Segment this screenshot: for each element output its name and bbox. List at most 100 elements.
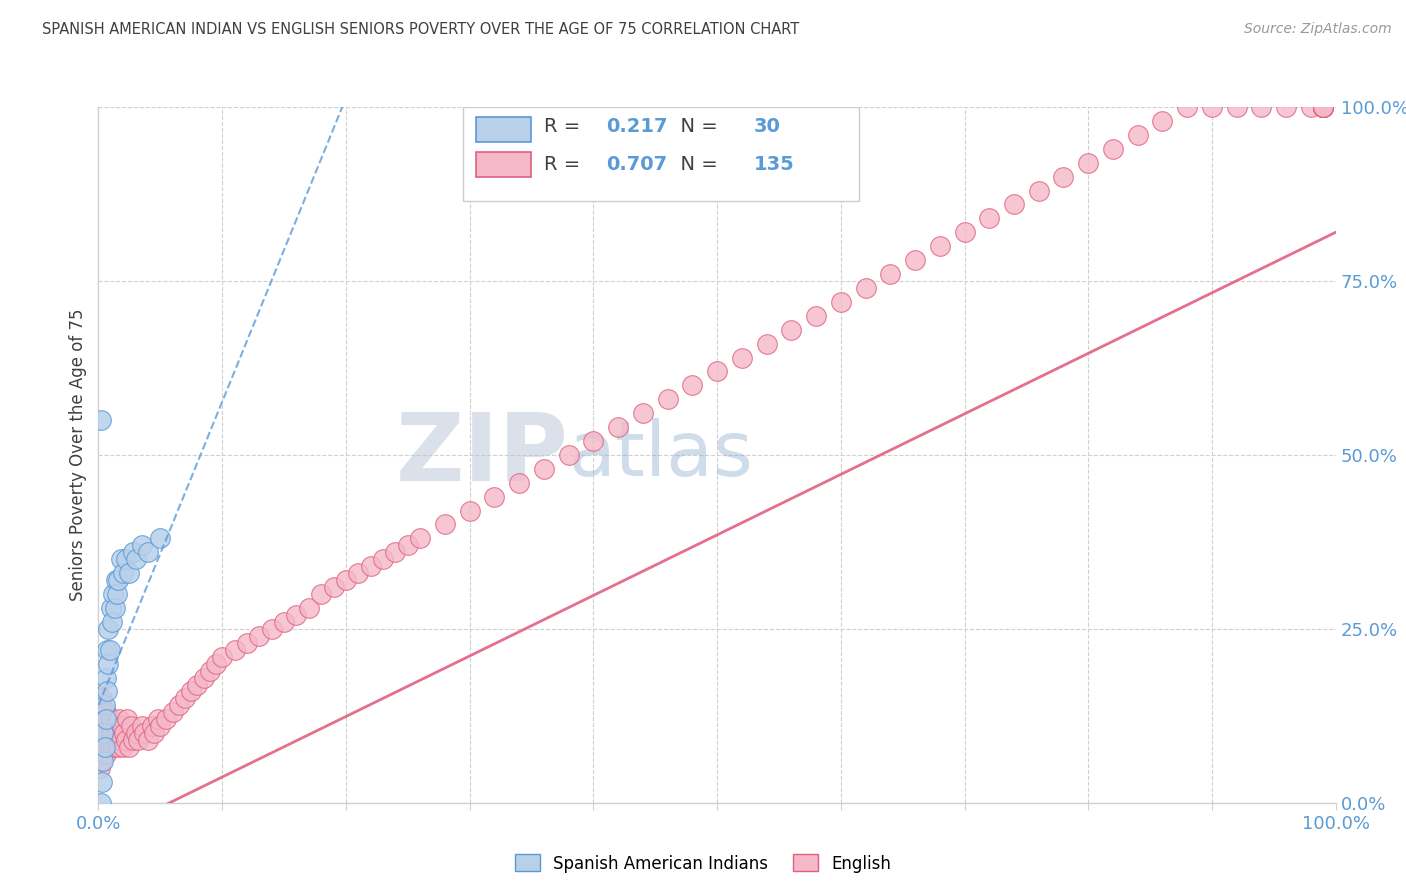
FancyBboxPatch shape xyxy=(475,153,531,177)
Point xyxy=(143,726,166,740)
Point xyxy=(94,733,117,747)
Point xyxy=(167,698,190,713)
Text: N =: N = xyxy=(668,117,724,136)
Point xyxy=(855,281,877,295)
Point xyxy=(1312,100,1334,114)
Point xyxy=(1312,100,1334,114)
Point xyxy=(94,712,117,726)
Point xyxy=(1201,100,1223,114)
Point xyxy=(107,573,129,587)
Point xyxy=(91,691,114,706)
Point xyxy=(96,733,118,747)
Point xyxy=(112,566,135,581)
Point xyxy=(830,294,852,309)
Point xyxy=(953,225,976,239)
Point xyxy=(124,726,146,740)
Point xyxy=(681,378,703,392)
Point xyxy=(211,649,233,664)
Point xyxy=(89,691,111,706)
Point xyxy=(1312,100,1334,114)
Point xyxy=(149,719,172,733)
Point xyxy=(120,719,142,733)
Point xyxy=(112,740,135,755)
Point xyxy=(1312,100,1334,114)
Point xyxy=(103,601,125,615)
Point xyxy=(657,392,679,407)
Point xyxy=(90,754,112,768)
Point xyxy=(1312,100,1334,114)
Point xyxy=(484,490,506,504)
Point xyxy=(371,552,394,566)
Point xyxy=(928,239,950,253)
Point xyxy=(804,309,827,323)
Point xyxy=(93,726,115,740)
Point xyxy=(557,448,579,462)
Point xyxy=(91,726,114,740)
Point xyxy=(98,740,121,755)
Point xyxy=(1299,100,1322,114)
Point xyxy=(1102,142,1125,156)
Point xyxy=(89,747,111,761)
Point xyxy=(193,671,215,685)
Point xyxy=(1028,184,1050,198)
Text: SPANISH AMERICAN INDIAN VS ENGLISH SENIORS POVERTY OVER THE AGE OF 75 CORRELATIO: SPANISH AMERICAN INDIAN VS ENGLISH SENIO… xyxy=(42,22,800,37)
Point xyxy=(111,719,134,733)
Point xyxy=(103,719,125,733)
Point xyxy=(706,364,728,378)
Point xyxy=(93,754,115,768)
Point xyxy=(90,698,112,713)
Text: Source: ZipAtlas.com: Source: ZipAtlas.com xyxy=(1244,22,1392,37)
Point xyxy=(1312,100,1334,114)
Point xyxy=(122,545,145,559)
Point xyxy=(114,733,136,747)
Point xyxy=(101,726,124,740)
Point xyxy=(347,566,370,581)
Point xyxy=(96,719,118,733)
Point xyxy=(247,629,270,643)
FancyBboxPatch shape xyxy=(475,118,531,142)
Point xyxy=(433,517,456,532)
Point xyxy=(93,733,115,747)
Point xyxy=(1312,100,1334,114)
Point xyxy=(1312,100,1334,114)
Point xyxy=(1126,128,1149,142)
Point xyxy=(89,712,111,726)
Point xyxy=(103,587,125,601)
Point xyxy=(1312,100,1334,114)
Point xyxy=(1312,100,1334,114)
Legend: Spanish American Indians, English: Spanish American Indians, English xyxy=(508,847,898,880)
Point xyxy=(458,503,481,517)
Point xyxy=(607,420,630,434)
Point xyxy=(97,622,120,636)
Point xyxy=(93,698,115,713)
Point xyxy=(224,642,246,657)
Point xyxy=(198,664,221,678)
Point xyxy=(98,642,121,657)
Point xyxy=(104,573,127,587)
Point xyxy=(96,642,118,657)
Point xyxy=(89,726,111,740)
Point xyxy=(780,323,803,337)
Point xyxy=(1312,100,1334,114)
Point xyxy=(186,677,208,691)
Point xyxy=(1077,155,1099,169)
Text: 30: 30 xyxy=(754,117,782,136)
Point xyxy=(533,462,555,476)
FancyBboxPatch shape xyxy=(464,107,859,201)
Point xyxy=(755,336,778,351)
Point xyxy=(90,733,112,747)
Point xyxy=(97,712,120,726)
Point xyxy=(103,740,125,755)
Point xyxy=(105,587,128,601)
Point xyxy=(1002,197,1025,211)
Point xyxy=(205,657,228,671)
Text: 0.217: 0.217 xyxy=(606,117,668,136)
Point xyxy=(100,712,122,726)
Point xyxy=(162,706,184,720)
Point xyxy=(89,712,111,726)
Point xyxy=(93,712,115,726)
Point xyxy=(131,719,153,733)
Point xyxy=(98,719,121,733)
Point xyxy=(904,253,927,268)
Point xyxy=(110,733,132,747)
